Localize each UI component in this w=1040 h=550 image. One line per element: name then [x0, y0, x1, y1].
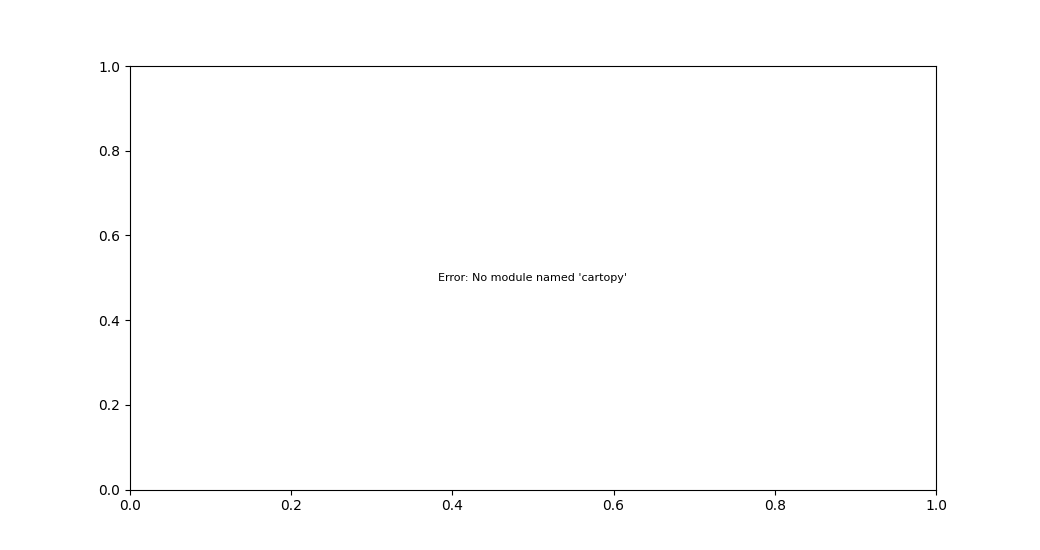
Text: Error: No module named 'cartopy': Error: No module named 'cartopy'	[439, 273, 627, 283]
